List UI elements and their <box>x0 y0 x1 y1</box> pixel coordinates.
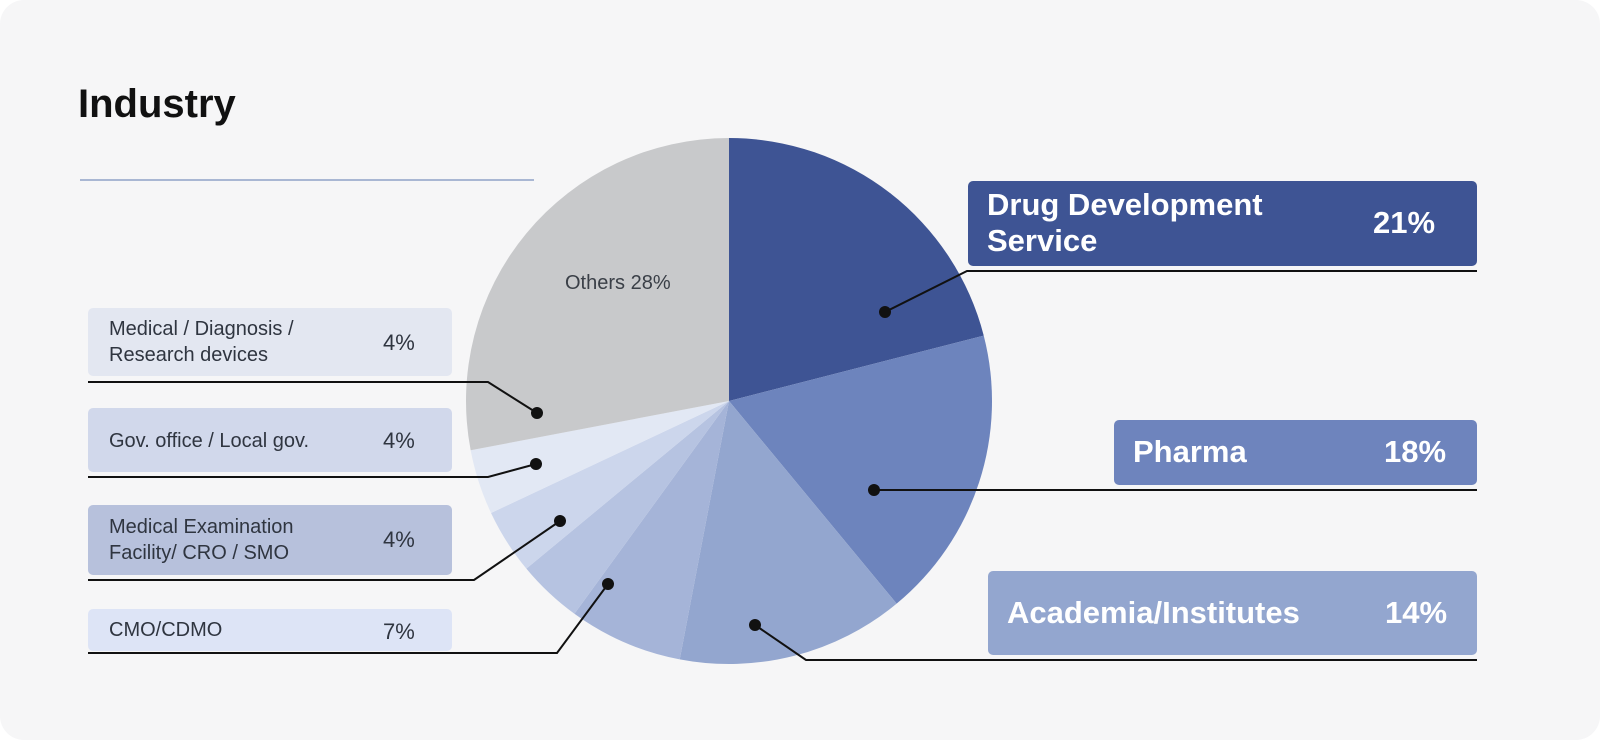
leader-line-gov <box>88 463 537 478</box>
pie-slice-drug-development-service <box>729 138 984 401</box>
label-gov-office: Gov. office / Local gov. 4% <box>88 408 452 472</box>
leader-line-med-exam <box>88 520 561 581</box>
label-medical-exam-percent: 4% <box>383 527 415 552</box>
pie-slice-pharma <box>729 335 993 604</box>
pie-slice-academia-institutes <box>679 401 897 664</box>
label-drug-development-line1: Drug Development <box>987 187 1263 222</box>
label-medical-exam: Medical Examination Facility/ CRO / SMO … <box>88 505 452 575</box>
pie-slice-others <box>466 138 729 451</box>
leader-dot-drug <box>879 306 891 318</box>
label-pharma-percent: 18% <box>1384 434 1447 469</box>
leader-dot-gov <box>530 458 542 470</box>
label-academia-name: Academia/Institutes <box>1007 595 1300 630</box>
label-cmo-cdmo-percent: 7% <box>383 619 415 644</box>
label-pharma: Pharma 18% <box>1114 420 1477 485</box>
leader-line-med-diag <box>88 381 538 414</box>
label-drug-development-line2: Service <box>987 223 1098 258</box>
label-medical-diagnosis-line1: Medical / Diagnosis / <box>109 318 294 340</box>
label-drug-development-percent: 21% <box>1373 205 1436 240</box>
label-cmo-cdmo: CMO/CDMO 7% <box>88 609 452 651</box>
title-divider <box>80 179 534 181</box>
label-drug-development: Drug Development Service 21% <box>968 181 1477 266</box>
label-gov-office-percent: 4% <box>383 428 415 453</box>
pie-slice-medical-diagnosis-research-devices <box>470 401 729 513</box>
leader-dot-pharma <box>868 484 880 496</box>
label-medical-diagnosis-line2: Research devices <box>109 344 268 366</box>
leader-dot-academia <box>749 619 761 631</box>
leader-dot-med-diag <box>531 407 543 419</box>
label-academia-percent: 14% <box>1385 595 1448 630</box>
label-pharma-name: Pharma <box>1133 434 1247 469</box>
label-medical-exam-line2: Facility/ CRO / SMO <box>109 542 290 564</box>
label-academia: Academia/Institutes 14% <box>988 571 1477 655</box>
pie-slice-cmo-cdmo <box>574 401 729 660</box>
leader-line-academia <box>754 624 1477 661</box>
leader-dot-cmo <box>602 578 614 590</box>
leader-line-cmo <box>88 583 609 654</box>
label-medical-diagnosis: Medical / Diagnosis / Research devices 4… <box>88 308 452 376</box>
pie-slice-medical-examination-facility-cro-smo <box>526 401 729 614</box>
label-medical-diagnosis-percent: 4% <box>383 330 415 355</box>
label-gov-office-name: Gov. office / Local gov. <box>109 430 310 452</box>
leader-dot-med-exam <box>554 515 566 527</box>
label-cmo-cdmo-name: CMO/CDMO <box>109 619 223 641</box>
leader-line-drug <box>884 270 1477 313</box>
label-medical-exam-line1: Medical Examination <box>109 516 294 538</box>
chart-title: Industry <box>78 82 236 126</box>
others-slice-label: Others 28% <box>565 272 671 294</box>
